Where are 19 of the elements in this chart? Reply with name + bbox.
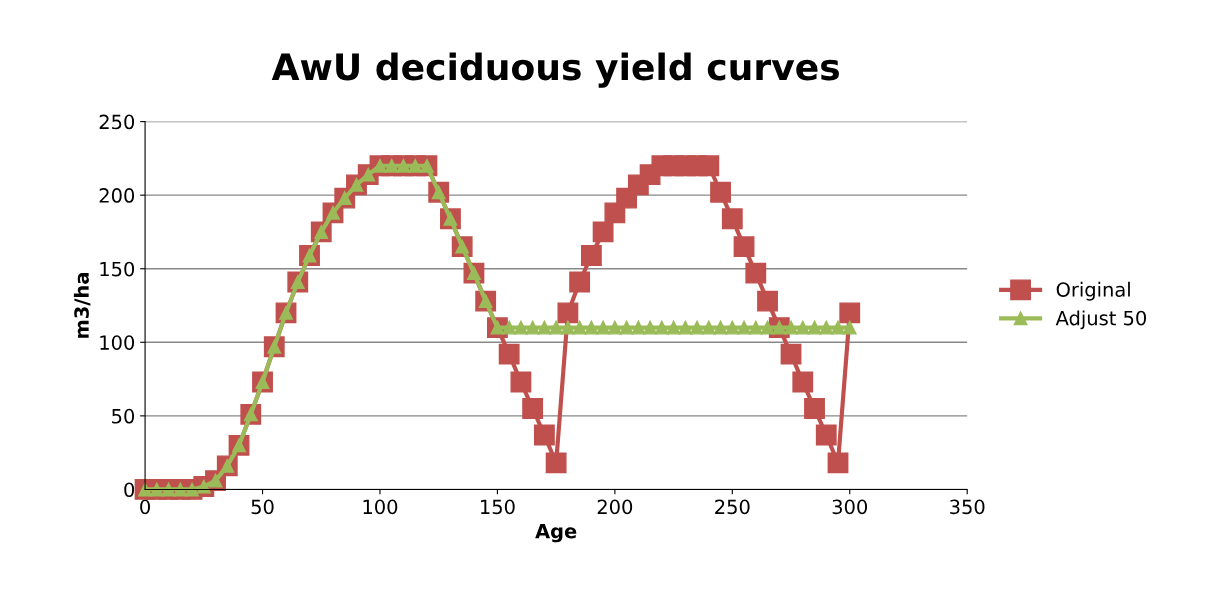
x-tick-label: 350 [950, 499, 985, 515]
legend-label: Original [1056, 281, 1130, 301]
chart-title: AwU deciduous yield curves [271, 52, 839, 88]
x-tick-label: 50 [251, 499, 274, 515]
y-tick-label: 50 [112, 408, 135, 424]
x-tick-label: 200 [597, 499, 633, 515]
y-tick-label: 100 [100, 335, 135, 350]
y-axis-title: m3/ha [73, 273, 91, 338]
y-tick-label: 250 [99, 114, 135, 130]
y-tick-label: 150 [100, 261, 135, 277]
x-tick-label: 100 [363, 499, 398, 515]
x-tick-label: 0 [140, 499, 150, 515]
x-tick-label: 150 [481, 499, 515, 515]
x-tick-label: 250 [715, 499, 750, 515]
legend-label: Adjust 50 [1055, 310, 1146, 330]
y-tick-label: 0 [124, 482, 135, 498]
x-axis-title: Age [535, 523, 577, 543]
x-tick-label: 300 [832, 499, 868, 515]
y-tick-label: 200 [99, 188, 135, 203]
